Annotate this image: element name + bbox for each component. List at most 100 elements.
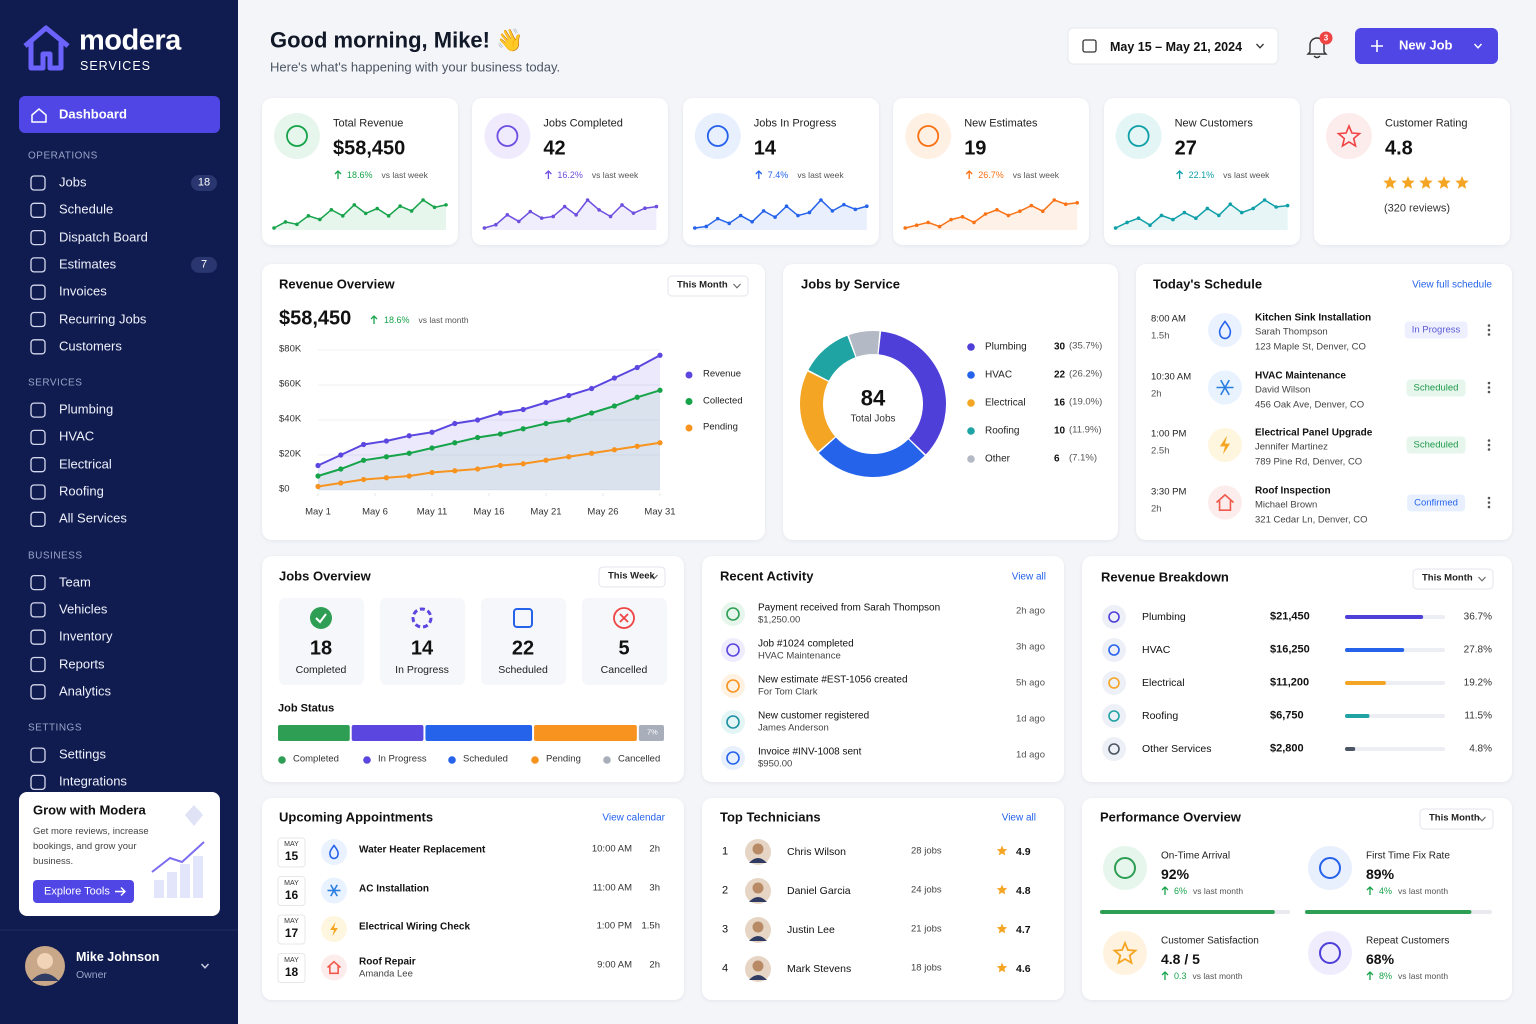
nav-item[interactable]: HVAC bbox=[59, 428, 95, 444]
stat-value: 18 bbox=[309, 637, 333, 660]
tech-rating: 4.9 bbox=[1016, 845, 1031, 858]
kpi-value: 42 bbox=[543, 137, 566, 160]
more-icon bbox=[1487, 381, 1491, 385]
notification-badge bbox=[1319, 31, 1333, 45]
filter-label[interactable]: This Month bbox=[677, 279, 728, 291]
kpi-label: New Customers bbox=[1174, 117, 1253, 130]
schedule-duration: 2h bbox=[1151, 388, 1162, 400]
kpi-value: 27 bbox=[1174, 137, 1197, 160]
calendar-icon bbox=[1082, 39, 1097, 53]
promo-button-label[interactable]: Explore Tools bbox=[44, 885, 110, 898]
nav-item[interactable]: Estimates bbox=[59, 256, 117, 272]
nav-item[interactable]: Customers bbox=[59, 338, 122, 354]
series-point bbox=[611, 375, 618, 381]
nav-item[interactable]: Integrations bbox=[59, 773, 127, 789]
sparkline-point bbox=[386, 214, 391, 218]
nav-item[interactable]: Recurring Jobs bbox=[59, 311, 147, 327]
link[interactable]: View calendar bbox=[602, 812, 665, 824]
metric-change: 4% vs last month bbox=[1379, 886, 1448, 896]
more-icon bbox=[1487, 328, 1491, 332]
kpi-change-value: 16.2% bbox=[557, 170, 583, 180]
nav-item[interactable]: Inventory bbox=[59, 628, 113, 644]
series-point bbox=[383, 454, 389, 460]
kpi-compare: vs last week bbox=[1223, 170, 1270, 180]
metric-icon bbox=[1114, 857, 1136, 879]
nav-item[interactable]: Team bbox=[59, 574, 91, 590]
nav-item[interactable]: All Services bbox=[59, 510, 127, 526]
card-title: Jobs by Service bbox=[801, 276, 900, 292]
nav-item[interactable]: Plumbing bbox=[59, 401, 114, 417]
schedule-duration: 1.5h bbox=[1151, 330, 1170, 342]
filter-label[interactable]: This Month bbox=[1422, 572, 1473, 584]
nav-item[interactable]: Jobs bbox=[59, 174, 87, 190]
service-amount: $16,250 bbox=[1270, 643, 1310, 656]
series-point bbox=[589, 450, 595, 456]
status-pill: In Progress bbox=[1404, 321, 1468, 339]
schedule-title: HVAC Maintenance bbox=[1255, 369, 1346, 381]
sparkline-point bbox=[329, 207, 334, 212]
status-segment bbox=[638, 725, 664, 741]
filter-label[interactable]: This Month bbox=[1429, 812, 1480, 824]
subtitle: Here's what's happening with your busine… bbox=[270, 59, 561, 75]
series-point bbox=[452, 420, 458, 427]
star bbox=[1401, 176, 1415, 189]
series-point bbox=[406, 473, 412, 479]
service-icon-bg bbox=[1102, 605, 1126, 629]
sparkline bbox=[694, 198, 867, 229]
link[interactable]: View all bbox=[1001, 812, 1036, 824]
series-point bbox=[634, 394, 640, 400]
legend-dot bbox=[685, 371, 693, 379]
sparkline-point bbox=[528, 209, 533, 214]
date-month: MAY bbox=[284, 956, 299, 964]
nav-item[interactable]: Dispatch Board bbox=[59, 229, 148, 245]
bolt-icon bbox=[1219, 435, 1231, 455]
schedule-customer: David Wilson bbox=[1255, 384, 1311, 396]
sparkline-point bbox=[819, 198, 823, 202]
nav-item[interactable]: Reports bbox=[59, 656, 105, 672]
sparkline-point bbox=[306, 214, 311, 218]
metric-change-value: 4% bbox=[1379, 886, 1393, 896]
link[interactable]: View full schedule bbox=[1412, 279, 1492, 291]
service-name: Electrical bbox=[1142, 676, 1185, 689]
kpi-compare: vs last week bbox=[381, 170, 428, 180]
more-icon bbox=[1487, 501, 1491, 504]
nav-item[interactable]: Schedule bbox=[59, 201, 114, 217]
up-arrow-icon bbox=[1366, 971, 1374, 980]
sparkline-point bbox=[1029, 203, 1034, 208]
nav-item[interactable]: Analytics bbox=[59, 683, 112, 699]
nav-icon bbox=[30, 684, 46, 700]
date-range[interactable]: May 15 – May 21, 2024 bbox=[1110, 39, 1243, 54]
nav-item[interactable]: Dashboard bbox=[59, 106, 127, 122]
new-job-label[interactable]: New Job bbox=[1399, 37, 1453, 53]
legend-value: 6 bbox=[1054, 453, 1060, 465]
date-box bbox=[277, 876, 306, 906]
appointment-duration: 3h bbox=[649, 882, 660, 894]
nav-item[interactable]: Vehicles bbox=[59, 601, 108, 617]
legend-share: (11.9%) bbox=[1069, 424, 1102, 436]
nav-item[interactable]: Invoices bbox=[59, 283, 107, 299]
sparkline-point bbox=[1113, 226, 1118, 230]
kpi-value: $58,450 bbox=[333, 137, 406, 160]
schedule-customer: Jennifer Martinez bbox=[1255, 441, 1328, 453]
appointment-title: AC Installation bbox=[359, 882, 430, 894]
up-arrow-icon bbox=[965, 170, 973, 179]
activity-sub: HVAC Maintenance bbox=[758, 650, 841, 662]
series-point bbox=[543, 399, 549, 406]
sparkline-point bbox=[1239, 210, 1244, 215]
nav-item[interactable]: Roofing bbox=[59, 483, 104, 499]
legend-label: Cancelled bbox=[618, 753, 661, 765]
y-tick-label: $60K bbox=[279, 378, 302, 390]
link[interactable]: View all bbox=[1011, 571, 1046, 583]
schedule-time: 10:30 AM bbox=[1151, 371, 1192, 383]
sparkline-point bbox=[398, 204, 402, 208]
series-point bbox=[383, 475, 389, 481]
series-point bbox=[383, 438, 389, 444]
star bbox=[996, 923, 1008, 934]
filter-label[interactable]: This Week bbox=[608, 570, 655, 582]
nav-item[interactable]: Electrical bbox=[59, 456, 112, 472]
metric-change-value: 8% bbox=[1379, 971, 1393, 981]
bar-track bbox=[1345, 747, 1445, 751]
kpi-icon-bg bbox=[1326, 113, 1372, 159]
progress-bar bbox=[1100, 910, 1275, 914]
nav-item[interactable]: Settings bbox=[59, 746, 106, 762]
